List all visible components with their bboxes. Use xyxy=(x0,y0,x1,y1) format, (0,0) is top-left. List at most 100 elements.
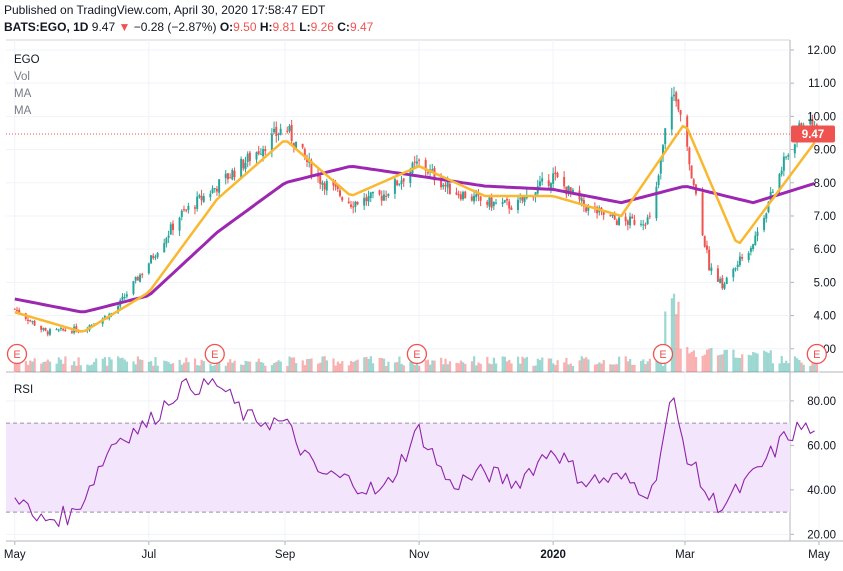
volume-bar xyxy=(448,361,452,372)
volume-bar xyxy=(255,361,258,372)
candle-body xyxy=(501,202,504,205)
volume-bar xyxy=(13,361,16,372)
volume-bar xyxy=(367,358,370,372)
volume-bar xyxy=(800,362,803,372)
candle-body xyxy=(352,206,355,208)
candle-body xyxy=(290,124,293,142)
candle-body xyxy=(677,99,680,110)
volume-bar xyxy=(719,354,722,372)
candle-body xyxy=(354,201,357,207)
volume-bar xyxy=(279,361,282,372)
last-price-tag xyxy=(791,125,835,143)
volume-bar xyxy=(229,359,232,372)
candle-body xyxy=(587,205,590,211)
volume-bar xyxy=(264,365,267,372)
volume-bar xyxy=(29,360,32,372)
candle-body xyxy=(57,329,60,331)
candle-body xyxy=(596,207,599,214)
volume-bar xyxy=(48,361,52,372)
candle-body xyxy=(567,185,570,194)
volume-bar xyxy=(809,365,812,372)
volume-bar xyxy=(446,364,449,372)
volume-bar xyxy=(793,356,797,372)
volume-bar xyxy=(415,356,419,372)
candle-body xyxy=(457,194,460,196)
volume-bar xyxy=(552,363,555,372)
candle-body xyxy=(686,116,689,147)
candle-body xyxy=(626,220,629,225)
candle-body xyxy=(644,224,647,226)
candle-body xyxy=(393,179,396,194)
volume-bar xyxy=(723,349,726,372)
candle-body xyxy=(277,134,280,136)
candle-body xyxy=(490,197,493,208)
candle-body xyxy=(334,184,337,187)
candle-body xyxy=(692,179,695,186)
volume-bar xyxy=(57,357,60,372)
volume-bar xyxy=(631,364,634,372)
volume-bar xyxy=(580,356,583,372)
price-change: −0.28 (−2.87%) xyxy=(133,20,217,34)
candle-body xyxy=(167,235,170,238)
candle-body xyxy=(664,128,667,145)
candle-body xyxy=(716,268,719,282)
time-tick-label: 2020 xyxy=(540,549,566,561)
volume-bar xyxy=(475,365,478,372)
volume-bar xyxy=(411,361,414,372)
volume-bar xyxy=(752,351,755,372)
volume-bar xyxy=(716,355,720,372)
volume-bar xyxy=(185,357,188,372)
candle-body xyxy=(756,231,759,236)
candle-body xyxy=(670,96,673,130)
candle-body xyxy=(732,269,735,278)
candle-body xyxy=(136,276,139,281)
volume-bar xyxy=(198,365,201,372)
volume-bar xyxy=(180,364,183,372)
volume-bar xyxy=(295,363,298,372)
candle-body xyxy=(538,181,541,187)
candle-body xyxy=(365,197,368,202)
volume-bar xyxy=(802,364,805,372)
candle-body xyxy=(187,206,190,210)
candle-body xyxy=(242,159,245,169)
volume-bar xyxy=(31,361,34,372)
candle-body xyxy=(675,92,678,102)
volume-bar xyxy=(596,364,599,372)
candle-body xyxy=(648,215,651,217)
candle-body xyxy=(723,283,726,289)
candle-body xyxy=(319,175,322,184)
candle-body xyxy=(193,207,196,209)
volume-bar xyxy=(796,358,799,372)
legend-ma-slow: MA xyxy=(14,105,32,117)
volume-bar xyxy=(233,360,236,372)
volume-bar xyxy=(756,353,759,372)
candle-body xyxy=(785,156,788,158)
candle-body xyxy=(473,195,476,202)
volume-bar xyxy=(369,356,372,372)
volume-bar xyxy=(244,360,247,372)
candle-body xyxy=(662,145,665,157)
candle-body xyxy=(448,183,451,195)
volume-bar xyxy=(402,365,405,372)
candle-body xyxy=(248,152,251,162)
volume-bar xyxy=(444,358,447,372)
volume-bar xyxy=(42,361,45,372)
candle-body xyxy=(64,329,67,332)
ma-fast-line xyxy=(14,124,816,333)
volume-bar xyxy=(248,361,252,372)
candle-body xyxy=(139,274,142,282)
volume-bar xyxy=(492,357,496,372)
volume-bar xyxy=(363,357,366,372)
candle-body xyxy=(569,187,572,192)
candle-body xyxy=(279,128,282,135)
symbol-quote-line: BATS:EGO, 1D 9.47 ▼ −0.28 (−2.87%) O:9.5… xyxy=(4,20,373,34)
candle-body xyxy=(211,188,214,194)
volume-bar xyxy=(749,355,753,372)
volume-bar xyxy=(648,358,652,372)
candle-body xyxy=(356,201,359,205)
volume-bar xyxy=(736,357,739,372)
candle-body xyxy=(332,180,335,186)
last-price: 9.47 xyxy=(91,20,116,34)
volume-bar xyxy=(486,356,489,372)
